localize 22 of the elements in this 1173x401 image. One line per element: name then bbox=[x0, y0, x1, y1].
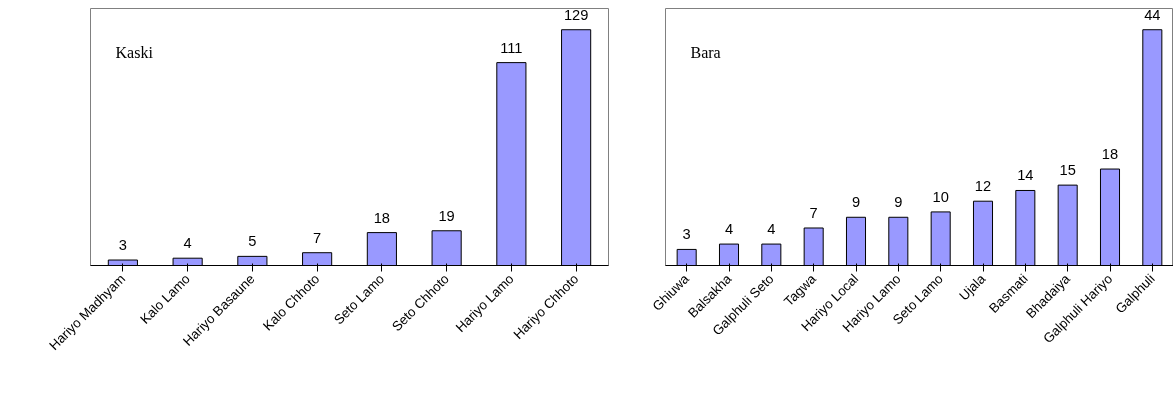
data-label: 4 bbox=[724, 221, 734, 238]
data-label: 14 bbox=[1017, 167, 1034, 184]
data-label: 5 bbox=[248, 233, 257, 250]
data-label: 9 bbox=[894, 194, 903, 211]
data-label: 9 bbox=[851, 194, 861, 211]
data-label: 7 bbox=[809, 204, 818, 221]
data-label: 3 bbox=[118, 237, 127, 254]
data-label: 4 bbox=[767, 221, 776, 238]
data-label: 10 bbox=[932, 188, 949, 205]
data-label: 7 bbox=[313, 229, 322, 246]
data-label: 111 bbox=[500, 39, 523, 56]
data-label: 18 bbox=[1101, 146, 1119, 163]
data-label: 44 bbox=[1144, 6, 1161, 23]
data-label: 4 bbox=[183, 235, 192, 252]
data-label: 129 bbox=[563, 6, 589, 23]
text: Kaski bbox=[115, 43, 154, 61]
text: Bara bbox=[690, 43, 721, 61]
data-label: 19 bbox=[438, 207, 455, 224]
data-label: 12 bbox=[974, 178, 992, 195]
data-label: 18 bbox=[373, 209, 391, 226]
data-label: 15 bbox=[1059, 162, 1076, 179]
data-label: 3 bbox=[682, 226, 691, 243]
